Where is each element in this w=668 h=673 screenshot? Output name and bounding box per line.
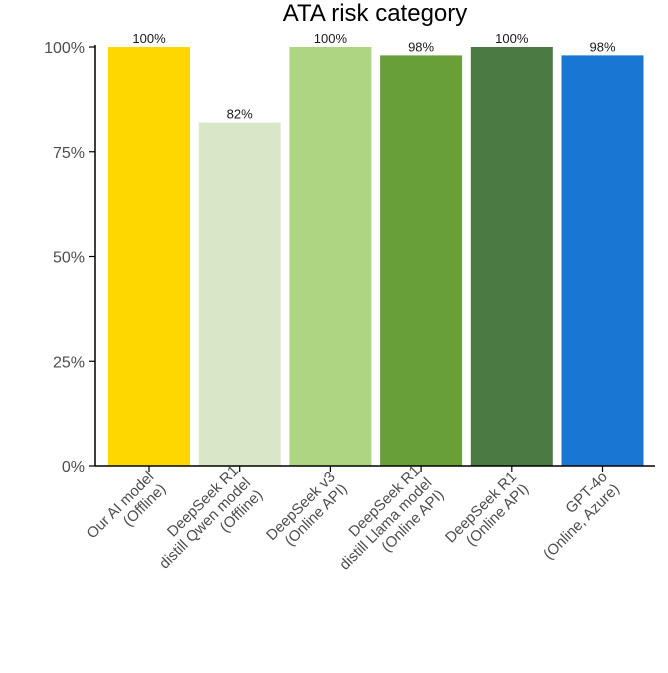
bar [470,47,553,466]
data-label: 98% [408,39,434,54]
bar [289,47,372,466]
data-label: 100% [314,31,348,46]
bar [198,122,281,467]
data-label: 98% [589,39,615,54]
bars-group [108,47,644,467]
bar [380,55,463,466]
chart-title: ATA risk category [283,0,468,27]
bar [108,47,190,466]
y-tick-label: 25% [53,354,85,371]
bar [561,55,644,466]
x-tick-label: DeepSeek R1(Online API) [442,468,532,549]
x-axis: Our AI model(Offline)DeepSeek R1distill … [83,462,655,574]
data-label: 100% [495,31,529,46]
y-axis: 0% 25% 50% 75% 100% [44,40,96,476]
data-labels-group: 100% 82% 100% 98% 100% 98% [132,31,616,121]
y-tick-label: 0% [62,459,85,476]
y-tick-label: 100% [44,40,85,57]
y-tick-label: 50% [53,250,85,267]
x-tick-label: GPT-4o(Online, Azure) [540,468,623,563]
data-label: 82% [227,106,253,121]
data-label: 100% [132,31,166,46]
y-tick-label: 75% [53,145,85,162]
x-tick-label: DeepSeek v3(Online API) [263,468,351,549]
x-tick-label: Our AI model(Offline) [83,468,169,542]
